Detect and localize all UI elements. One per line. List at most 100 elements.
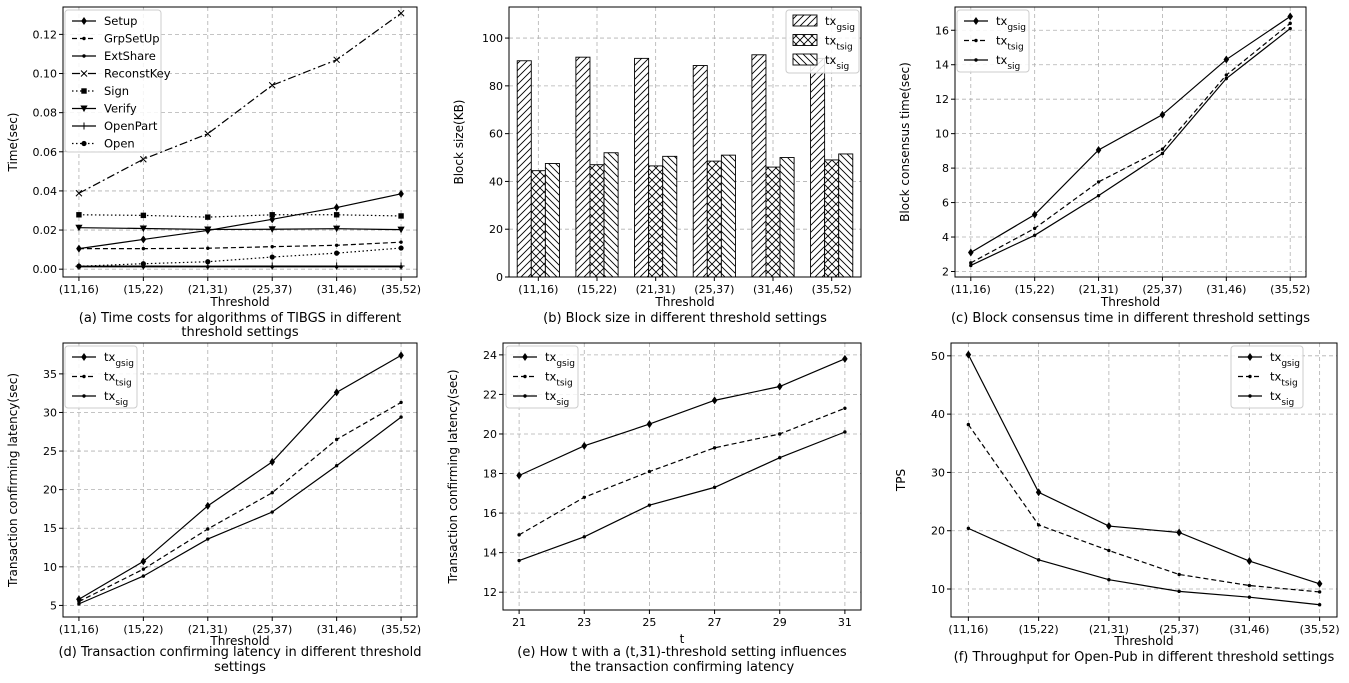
legend-label: txsig xyxy=(825,53,849,72)
y-tick-label: 20 xyxy=(43,484,57,497)
series-line-2 xyxy=(78,416,402,605)
y-axis-label: Transaction confirming latency(sec) xyxy=(6,373,20,588)
series-line-2 xyxy=(968,527,1320,606)
legend-label-subscript: tsig xyxy=(1281,379,1297,389)
series-line-0 xyxy=(970,15,1291,254)
legend-label-text: tx xyxy=(104,350,116,364)
series-line-1 xyxy=(518,407,846,536)
data-point-2-1 xyxy=(141,574,146,578)
data-point-1-1 xyxy=(141,246,146,251)
legend-label-subscript: tsig xyxy=(1007,43,1023,53)
x-tick-label: (15,22) xyxy=(123,283,163,296)
y-tick-label: 14 xyxy=(935,59,949,72)
x-tick-label: 25 xyxy=(642,616,656,629)
bar-gsig-4 xyxy=(751,54,767,278)
data-point-1-5 xyxy=(1288,21,1292,26)
legend-label: txtsig xyxy=(545,370,573,389)
series-line-0 xyxy=(518,358,846,477)
data-point-3-1 xyxy=(140,155,147,163)
x-axis-label: Threshold xyxy=(209,295,269,309)
x-tick-label: (11,16) xyxy=(518,283,558,296)
data-point-0-4 xyxy=(1223,55,1230,64)
y-tick-label: 0.06 xyxy=(33,146,58,159)
data-point-4-1 xyxy=(140,212,147,219)
x-tick-label: (31,46) xyxy=(317,283,357,296)
x-tick-label: (21,31) xyxy=(1079,283,1119,296)
series-line-0 xyxy=(78,354,402,600)
legend-label-subscript: gsig xyxy=(115,359,134,369)
data-point-4-2 xyxy=(205,214,211,220)
data-point-2-1 xyxy=(1036,558,1041,562)
data-point-2-3 xyxy=(1177,589,1181,594)
panel-caption: (d) Transaction confirming latency in di… xyxy=(58,645,421,660)
legend-label: txsig xyxy=(545,389,569,408)
y-tick-label: 40 xyxy=(931,408,945,421)
legend-marker xyxy=(82,54,86,58)
data-point-2-2 xyxy=(1107,577,1111,582)
legend-marker xyxy=(80,122,88,130)
data-point-1-3 xyxy=(712,446,717,450)
x-axis-label: Threshold xyxy=(209,634,269,648)
data-point-1-4 xyxy=(778,432,782,436)
y-axis-label: Time(sec) xyxy=(6,113,20,173)
data-point-0-5 xyxy=(842,354,848,363)
y-tick-label: 14 xyxy=(483,547,497,560)
legend-label: txgsig xyxy=(1270,350,1300,369)
x-tick-label: (15,22) xyxy=(577,283,617,296)
data-point-2-3 xyxy=(270,510,274,514)
data-point-5-5 xyxy=(397,226,405,234)
y-tick-label: 24 xyxy=(483,349,497,362)
legend-marker xyxy=(81,88,87,94)
legend-marker xyxy=(82,394,86,398)
y-tick-label: 0.08 xyxy=(33,107,58,120)
data-point-1-0 xyxy=(77,246,81,251)
data-point-7-5 xyxy=(398,245,404,251)
series-line-1 xyxy=(78,401,402,603)
data-point-1-4 xyxy=(1224,73,1229,77)
panel-caption: (b) Block size in different threshold se… xyxy=(543,311,827,326)
plot-frame xyxy=(508,6,862,278)
legend-label-subscript: gsig xyxy=(836,23,855,33)
bar-sig-3 xyxy=(720,154,736,278)
legend-label-text: tx xyxy=(1270,389,1282,403)
data-point-0-0 xyxy=(967,248,974,257)
legend-label-text: tx xyxy=(825,53,837,67)
legend-label: Verify xyxy=(104,102,137,116)
x-tick-label: (15,22) xyxy=(1015,283,1055,296)
x-tick-label: (21,31) xyxy=(636,283,676,296)
x-tick-label: (35,52) xyxy=(1300,623,1340,636)
data-point-1-4 xyxy=(1247,583,1252,588)
data-point-7-0 xyxy=(76,263,82,269)
data-point-0-5 xyxy=(1316,579,1323,588)
series-line-0 xyxy=(967,354,1320,585)
chart-panel-f: 10 20 30 40 50 (11,16) (15,22) (21,31) (25,37) (3… xyxy=(894,342,1340,665)
y-tick-label: 30 xyxy=(931,466,945,479)
y-tick-label: 20 xyxy=(483,428,497,441)
data-point-6-5 xyxy=(397,262,405,270)
legend-label-subscript: sig xyxy=(1281,398,1294,408)
x-tick-label: (25,37) xyxy=(1142,283,1182,296)
data-point-0-1 xyxy=(140,235,147,244)
y-tick-label: 10 xyxy=(931,583,945,596)
data-point-0-2 xyxy=(1106,522,1112,531)
plot-frame xyxy=(62,342,418,618)
legend-label: OpenPart xyxy=(104,119,158,133)
data-point-2-2 xyxy=(1096,193,1101,198)
y-tick-label: 0.12 xyxy=(33,28,58,41)
legend-marker xyxy=(522,353,528,361)
y-tick-label: 12 xyxy=(935,93,949,106)
legend-label-text: Sign xyxy=(104,84,129,98)
data-point-0-2 xyxy=(1095,146,1102,155)
legend-label: txgsig xyxy=(825,14,855,33)
legend-label-text: tx xyxy=(545,389,557,403)
legend-label: txgsig xyxy=(996,14,1026,33)
data-point-2-0 xyxy=(966,526,971,531)
y-axis-label: Block consensus time(sec) xyxy=(898,62,912,222)
data-point-5-3 xyxy=(268,226,276,233)
data-point-0-1 xyxy=(140,557,147,566)
legend-label: Open xyxy=(104,137,135,151)
legend-label-text: tx xyxy=(545,350,557,364)
panel-caption: settings xyxy=(214,660,266,675)
